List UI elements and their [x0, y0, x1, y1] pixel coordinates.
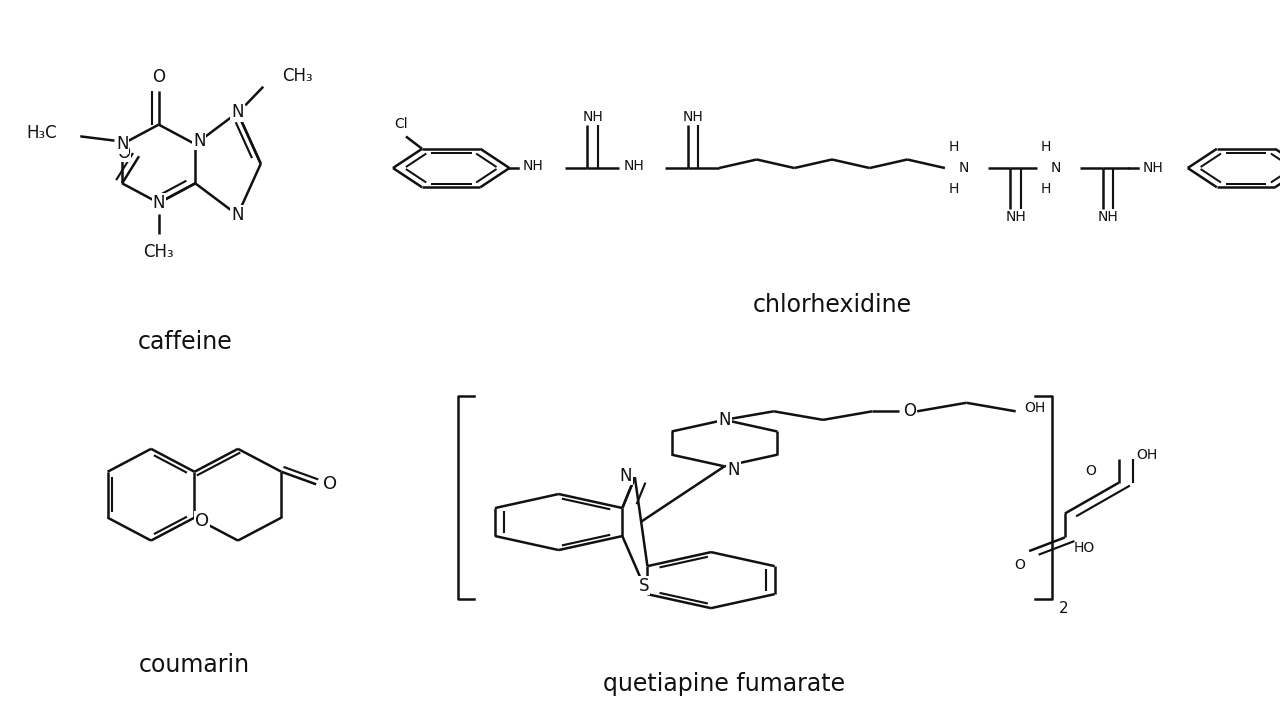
Text: coumarin: coumarin: [138, 653, 250, 677]
Text: N: N: [1051, 161, 1061, 175]
Text: N: N: [718, 411, 731, 429]
Text: CH₃: CH₃: [283, 67, 314, 85]
Text: N: N: [727, 461, 740, 478]
Text: O: O: [904, 402, 916, 420]
Text: N: N: [193, 132, 205, 150]
Text: O: O: [195, 512, 209, 530]
Text: CH₃: CH₃: [143, 243, 174, 261]
Text: O: O: [152, 68, 165, 86]
Text: NH: NH: [1097, 210, 1119, 224]
Text: N: N: [620, 466, 632, 485]
Text: N: N: [232, 103, 243, 122]
Text: H₃C: H₃C: [27, 124, 58, 142]
Text: H: H: [948, 182, 959, 196]
Text: H: H: [1041, 140, 1051, 155]
Text: O: O: [1015, 558, 1025, 572]
Text: N: N: [232, 206, 243, 224]
Text: N: N: [116, 135, 128, 153]
Text: H: H: [948, 140, 959, 155]
Text: NH: NH: [1143, 161, 1164, 175]
Text: O: O: [324, 476, 338, 493]
Text: quetiapine fumarate: quetiapine fumarate: [603, 672, 846, 696]
Text: NH: NH: [582, 110, 603, 125]
Text: OH: OH: [1137, 449, 1158, 462]
Text: OH: OH: [1025, 401, 1046, 415]
Text: chlorhexidine: chlorhexidine: [753, 293, 911, 317]
Text: S: S: [639, 577, 649, 595]
Text: Cl: Cl: [394, 117, 408, 132]
Text: HO: HO: [1074, 541, 1096, 555]
Text: O: O: [1085, 464, 1096, 478]
Text: NH: NH: [1005, 210, 1027, 224]
Text: caffeine: caffeine: [138, 330, 233, 354]
Text: N: N: [959, 161, 969, 175]
Text: NH: NH: [623, 159, 644, 173]
Text: NH: NH: [524, 159, 544, 173]
Text: N: N: [152, 194, 165, 212]
Text: O: O: [118, 144, 131, 162]
Text: 2: 2: [1059, 601, 1069, 616]
Text: H: H: [1041, 182, 1051, 196]
Text: NH: NH: [682, 110, 704, 125]
